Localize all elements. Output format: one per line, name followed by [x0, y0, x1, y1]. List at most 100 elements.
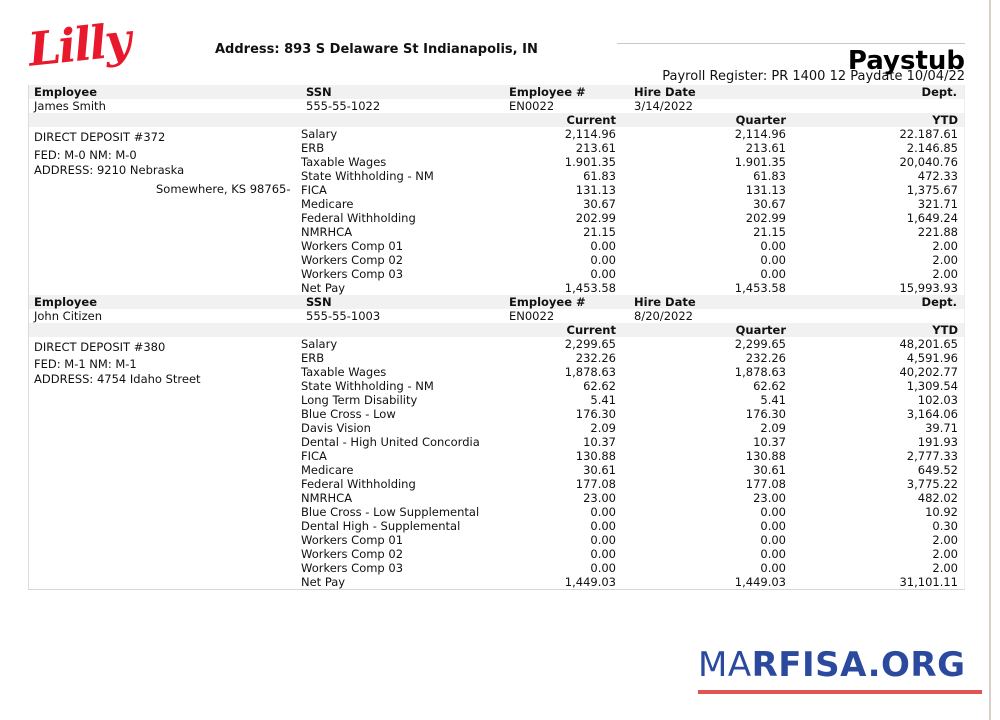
row-ytd-value: 22.187.61 [899, 127, 958, 141]
marfisa-logo-underline [698, 690, 982, 694]
row-current-value: 30.61 [583, 463, 616, 477]
marfisa-logo-light: MA [698, 645, 752, 685]
row-label: ERB [301, 351, 325, 365]
employee-ssn: 555-55-1003 [306, 309, 381, 323]
address-line-1: ADDRESS: 9210 Nebraska [34, 163, 185, 177]
row-label: Davis Vision [301, 421, 371, 435]
row-quarter-value: 2,299.65 [734, 337, 786, 351]
row-ytd-value: 482.02 [917, 491, 958, 505]
row-quarter-value: 1,449.03 [734, 575, 786, 589]
row-current-value: 0.00 [590, 519, 616, 533]
row-current-value: 21.15 [583, 225, 616, 239]
row-current-value: 1,453.58 [564, 281, 616, 295]
row-quarter-value: 176.30 [745, 407, 786, 421]
address-line-2: Somewhere, KS 98765- [156, 182, 291, 196]
row-current-value: 61.83 [583, 169, 616, 183]
marfisa-logo-text: MARFISA.ORG [698, 646, 988, 684]
row-quarter-value: 2.09 [760, 421, 786, 435]
row-ytd-value: 2,777.33 [906, 449, 958, 463]
row-ytd-value: 2.00 [932, 253, 958, 267]
table-row: Federal Withholding 177.08 177.08 3,775.… [29, 477, 964, 491]
row-label: Net Pay [301, 281, 346, 295]
company-address: Address: 893 S Delaware St Indianapolis,… [215, 42, 538, 57]
row-ytd-value: 3,164.06 [906, 407, 958, 421]
row-ytd-value: 39.71 [925, 421, 958, 435]
table-row: ERB 213.61 213.61 2.146.85 [29, 141, 964, 155]
row-label: State Withholding - NM [301, 169, 434, 183]
table-row: Salary 2,299.65 2,299.65 48,201.65 [29, 337, 964, 351]
row-current-value: 131.13 [575, 183, 616, 197]
employee-number: EN0022 [509, 99, 555, 113]
col-header-ytd: YTD [932, 323, 958, 337]
row-quarter-value: 0.00 [760, 533, 786, 547]
row-quarter-value: 5.41 [760, 393, 786, 407]
employee-identity-row: John Citizen 555-55-1003 EN0022 8/20/202… [29, 309, 964, 323]
row-current-value: 176.30 [575, 407, 616, 421]
col-header-employee-no: Employee # [509, 295, 586, 309]
table-row: Net Pay 1,449.03 1,449.03 31,101.11 [29, 575, 964, 589]
employee-hire-date: 3/14/2022 [634, 99, 693, 113]
col-header-ssn: SSN [306, 85, 332, 99]
row-label: Salary [301, 127, 338, 141]
row-quarter-value: 1,453.58 [734, 281, 786, 295]
col-header-ytd: YTD [932, 113, 958, 127]
row-label: ERB [301, 141, 325, 155]
row-quarter-value: 0.00 [760, 519, 786, 533]
employee-header-row: Employee SSN Employee # Hire Date Dept. [29, 85, 964, 99]
row-current-value: 177.08 [575, 477, 616, 491]
row-label: Federal Withholding [301, 477, 416, 491]
row-quarter-value: 61.83 [753, 169, 786, 183]
col-header-current: Current [566, 113, 616, 127]
table-row: Blue Cross - Low Supplemental 0.00 0.00 … [29, 505, 964, 519]
row-label: Taxable Wages [301, 365, 387, 379]
row-ytd-value: 3,775.22 [906, 477, 958, 491]
marfisa-logo-bold: RFISA.ORG [751, 645, 966, 685]
row-quarter-value: 2,114.96 [734, 127, 786, 141]
row-ytd-value: 4,591.96 [906, 351, 958, 365]
row-ytd-value: 472.33 [917, 169, 958, 183]
row-quarter-value: 131.13 [745, 183, 786, 197]
employee-hire-date: 8/20/2022 [634, 309, 693, 323]
row-current-value: 2,114.96 [564, 127, 616, 141]
row-ytd-value: 20,040.76 [899, 155, 958, 169]
row-label: Blue Cross - Low Supplemental [301, 505, 480, 519]
row-ytd-value: 221.88 [917, 225, 958, 239]
fed-status-line: FED: M-1 NM: M-1 [34, 357, 137, 371]
col-header-employee-no: Employee # [509, 85, 586, 99]
table-row: Workers Comp 02 0.00 0.00 2.00 [29, 253, 964, 267]
direct-deposit-line: DIRECT DEPOSIT #372 [34, 130, 166, 144]
row-quarter-value: 0.00 [760, 253, 786, 267]
direct-deposit-info: DIRECT DEPOSIT #372 FED: M-0 NM: M-0 ADD… [34, 130, 324, 197]
row-current-value: 62.62 [583, 379, 616, 393]
direct-deposit-line: DIRECT DEPOSIT #380 [34, 340, 166, 354]
amount-header-row: Current Quarter YTD [29, 113, 964, 127]
payroll-table: Employee SSN Employee # Hire Date Dept. … [28, 85, 965, 590]
table-row: Workers Comp 03 0.00 0.00 2.00 [29, 267, 964, 281]
row-quarter-value: 0.00 [760, 547, 786, 561]
row-label: State Withholding - NM [301, 379, 434, 393]
row-ytd-value: 15,993.93 [899, 281, 958, 295]
row-current-value: 1,449.03 [564, 575, 616, 589]
row-current-value: 10.37 [583, 435, 616, 449]
row-ytd-value: 2.146.85 [906, 141, 958, 155]
row-quarter-value: 232.26 [745, 351, 786, 365]
row-quarter-value: 202.99 [745, 211, 786, 225]
table-row: Blue Cross - Low 176.30 176.30 3,164.06 [29, 407, 964, 421]
employee-name: James Smith [34, 99, 106, 113]
row-quarter-value: 23.00 [753, 491, 786, 505]
row-quarter-value: 1.901.35 [734, 155, 786, 169]
row-current-value: 0.00 [590, 267, 616, 281]
row-quarter-value: 21.15 [753, 225, 786, 239]
row-current-value: 0.00 [590, 547, 616, 561]
table-row: Dental High - Supplemental 0.00 0.00 0.3… [29, 519, 964, 533]
row-current-value: 0.00 [590, 239, 616, 253]
row-current-value: 232.26 [575, 351, 616, 365]
employee-dept [834, 99, 957, 113]
row-label: Federal Withholding [301, 211, 416, 225]
row-quarter-value: 0.00 [760, 505, 786, 519]
address-line-1: ADDRESS: 4754 Idaho Street [34, 372, 201, 386]
table-row: Workers Comp 01 0.00 0.00 2.00 [29, 239, 964, 253]
table-row: ERB 232.26 232.26 4,591.96 [29, 351, 964, 365]
direct-deposit-info: DIRECT DEPOSIT #380 FED: M-1 NM: M-1 ADD… [34, 340, 324, 387]
